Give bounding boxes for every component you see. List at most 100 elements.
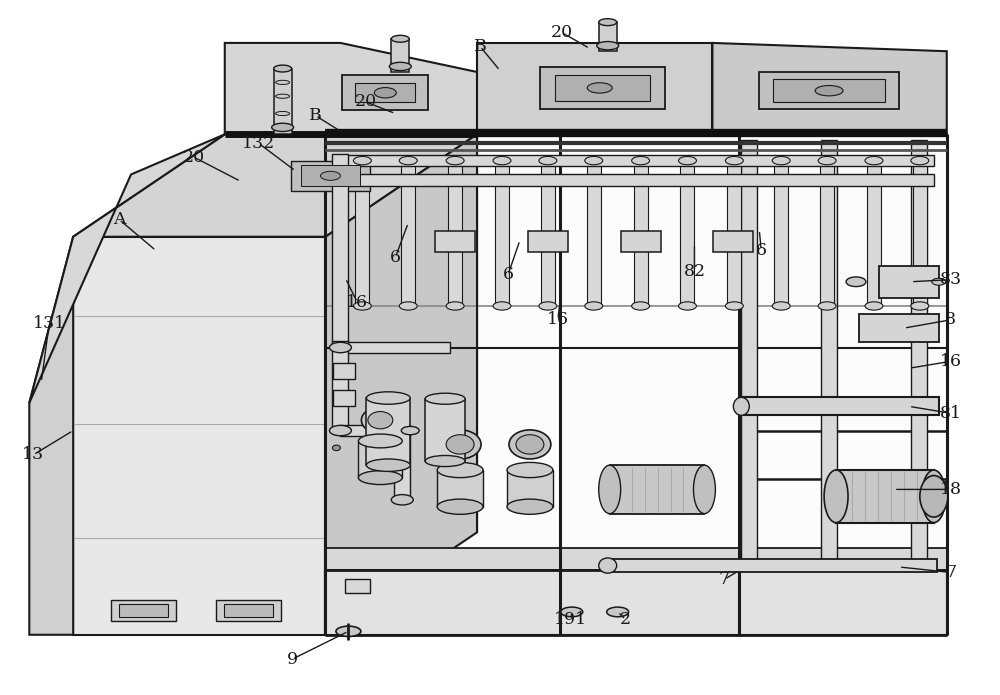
FancyBboxPatch shape xyxy=(913,161,927,306)
FancyBboxPatch shape xyxy=(495,161,509,306)
Polygon shape xyxy=(610,465,704,514)
Ellipse shape xyxy=(599,558,617,573)
Ellipse shape xyxy=(920,475,948,517)
Ellipse shape xyxy=(391,495,413,505)
Polygon shape xyxy=(528,231,568,252)
Ellipse shape xyxy=(374,88,396,98)
FancyBboxPatch shape xyxy=(394,427,410,500)
Text: 132: 132 xyxy=(242,135,275,152)
Polygon shape xyxy=(333,363,355,379)
Text: 20: 20 xyxy=(551,24,573,41)
Ellipse shape xyxy=(932,278,946,285)
FancyBboxPatch shape xyxy=(820,161,834,306)
Polygon shape xyxy=(29,134,225,403)
FancyBboxPatch shape xyxy=(727,161,741,306)
Ellipse shape xyxy=(507,499,553,514)
Ellipse shape xyxy=(329,343,351,352)
Ellipse shape xyxy=(597,42,619,50)
Polygon shape xyxy=(73,237,325,635)
Text: 82: 82 xyxy=(683,263,706,280)
FancyBboxPatch shape xyxy=(335,155,934,166)
Ellipse shape xyxy=(425,393,465,404)
Text: 81: 81 xyxy=(940,404,962,422)
Polygon shape xyxy=(216,600,281,621)
Ellipse shape xyxy=(336,626,361,637)
Ellipse shape xyxy=(733,398,749,416)
Polygon shape xyxy=(291,161,370,191)
Text: 7: 7 xyxy=(719,571,730,588)
FancyBboxPatch shape xyxy=(332,154,348,348)
Text: 20: 20 xyxy=(183,149,205,165)
Ellipse shape xyxy=(425,455,465,466)
Ellipse shape xyxy=(632,156,650,165)
FancyBboxPatch shape xyxy=(332,341,348,431)
Ellipse shape xyxy=(507,462,553,477)
Ellipse shape xyxy=(368,411,393,429)
FancyBboxPatch shape xyxy=(340,425,410,436)
Polygon shape xyxy=(355,83,415,102)
Ellipse shape xyxy=(818,156,836,165)
Polygon shape xyxy=(599,22,617,51)
Polygon shape xyxy=(225,43,477,134)
Text: 16: 16 xyxy=(940,353,962,370)
Ellipse shape xyxy=(516,434,544,454)
FancyBboxPatch shape xyxy=(634,161,648,306)
Ellipse shape xyxy=(272,123,294,131)
Ellipse shape xyxy=(815,85,843,96)
Ellipse shape xyxy=(599,19,617,26)
Ellipse shape xyxy=(846,277,866,286)
FancyBboxPatch shape xyxy=(335,174,934,186)
FancyBboxPatch shape xyxy=(821,140,837,571)
Ellipse shape xyxy=(389,63,411,71)
FancyBboxPatch shape xyxy=(340,342,450,353)
Ellipse shape xyxy=(399,302,417,310)
FancyBboxPatch shape xyxy=(911,140,927,571)
FancyBboxPatch shape xyxy=(774,161,788,306)
Ellipse shape xyxy=(361,407,399,434)
Ellipse shape xyxy=(366,459,410,471)
Ellipse shape xyxy=(679,156,696,165)
Polygon shape xyxy=(713,231,753,252)
Polygon shape xyxy=(507,470,553,507)
Text: 16: 16 xyxy=(346,294,368,311)
Polygon shape xyxy=(333,391,355,407)
Ellipse shape xyxy=(276,94,290,98)
Text: 9: 9 xyxy=(287,651,298,667)
Polygon shape xyxy=(325,134,477,635)
Polygon shape xyxy=(773,79,885,102)
Text: 6: 6 xyxy=(502,266,513,284)
FancyBboxPatch shape xyxy=(867,161,881,306)
Ellipse shape xyxy=(493,302,511,310)
Ellipse shape xyxy=(358,434,402,448)
Ellipse shape xyxy=(366,392,410,404)
Text: 6: 6 xyxy=(756,242,767,259)
Text: 131: 131 xyxy=(33,315,66,332)
Polygon shape xyxy=(325,548,947,571)
Polygon shape xyxy=(621,231,661,252)
Ellipse shape xyxy=(818,302,836,310)
Ellipse shape xyxy=(865,156,883,165)
Ellipse shape xyxy=(353,302,371,310)
Ellipse shape xyxy=(585,302,603,310)
Ellipse shape xyxy=(353,156,371,165)
Text: 18: 18 xyxy=(940,481,962,498)
Text: B: B xyxy=(474,38,486,55)
Ellipse shape xyxy=(599,465,621,514)
Text: 83: 83 xyxy=(940,271,962,288)
Ellipse shape xyxy=(493,156,511,165)
Text: 8: 8 xyxy=(945,311,956,328)
Circle shape xyxy=(332,445,340,450)
Ellipse shape xyxy=(824,470,848,523)
Ellipse shape xyxy=(539,302,557,310)
Ellipse shape xyxy=(587,83,612,93)
Text: 13: 13 xyxy=(22,446,44,464)
Ellipse shape xyxy=(539,156,557,165)
Polygon shape xyxy=(477,43,712,134)
Polygon shape xyxy=(325,571,947,635)
Text: 16: 16 xyxy=(547,311,569,328)
Text: 6: 6 xyxy=(390,249,401,266)
Polygon shape xyxy=(224,604,273,617)
FancyBboxPatch shape xyxy=(680,161,694,306)
Circle shape xyxy=(330,427,342,434)
Ellipse shape xyxy=(772,302,790,310)
